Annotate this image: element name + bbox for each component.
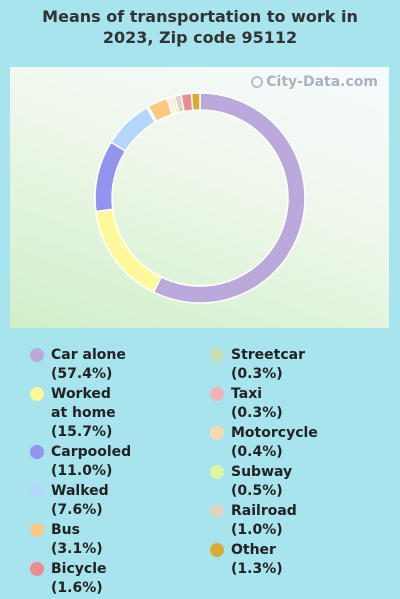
legend-swatch-motorcycle: [210, 426, 224, 440]
legend-swatch-carpooled: [30, 445, 44, 459]
legend-label-walked: Walked (7.6%): [51, 483, 109, 518]
donut-chart: [94, 92, 306, 304]
legend-item-car-alone: Car alone (57.4%): [30, 346, 131, 384]
legend-item-subway: Subway (0.5%): [210, 463, 318, 501]
legend-item-taxi: Taxi (0.3%): [210, 385, 318, 423]
legend-swatch-subway: [210, 465, 224, 479]
magnifier-icon: [251, 76, 264, 88]
legend-item-worked-at-home: Worked at home (15.7%): [30, 385, 131, 442]
legend-label-motorcycle: Motorcycle (0.4%): [231, 425, 318, 460]
donut-slice-worked-at-home: [95, 208, 163, 294]
legend-label-taxi: Taxi (0.3%): [231, 386, 283, 421]
donut-slice-walked: [110, 106, 157, 153]
legend-label-railroad: Railroad (1.0%): [231, 503, 297, 538]
legend-item-bicycle: Bicycle (1.6%): [30, 560, 131, 598]
watermark-text: City-Data.com: [266, 74, 378, 90]
legend-swatch-railroad: [210, 504, 224, 518]
legend-swatch-bicycle: [30, 562, 44, 576]
legend-item-motorcycle: Motorcycle (0.4%): [210, 424, 318, 462]
legend-swatch-other: [210, 543, 224, 557]
legend-label-streetcar: Streetcar (0.3%): [231, 347, 306, 382]
legend-item-railroad: Railroad (1.0%): [210, 502, 318, 540]
legend-item-walked: Walked (7.6%): [30, 482, 131, 520]
legend-column-right: Streetcar (0.3%) Taxi (0.3%) Motorcycle (0…: [210, 346, 318, 580]
legend-item-streetcar: Streetcar (0.3%): [210, 346, 318, 384]
legend-label-carpooled: Carpooled (11.0%): [51, 444, 132, 479]
legend-label-bicycle: Bicycle (1.6%): [51, 561, 107, 596]
donut-slice-car-alone: [152, 92, 306, 304]
legend-swatch-car-alone: [30, 348, 44, 362]
legend-label-bus: Bus (3.1%): [51, 522, 103, 557]
legend-swatch-worked-at-home: [30, 387, 44, 401]
legend-swatch-bus: [30, 523, 44, 537]
legend-column-left: Car alone (57.4%) Worked at home (15.7%) Ca…: [30, 346, 131, 599]
chart-title-line-1: Means of transportation to work in: [42, 7, 358, 26]
legend-item-bus: Bus (3.1%): [30, 521, 131, 559]
legend-label-car-alone: Car alone (57.4%): [51, 347, 126, 382]
legend-item-carpooled: Carpooled (11.0%): [30, 443, 131, 481]
chart-title: Means of transportation to work in 2023,…: [0, 6, 400, 48]
legend-label-other: Other (1.3%): [231, 542, 283, 577]
legend-label-subway: Subway (0.5%): [231, 464, 293, 499]
watermark: City-Data.com: [251, 74, 378, 90]
legend-swatch-taxi: [210, 387, 224, 401]
donut-slice-other: [190, 92, 201, 112]
chart-title-line-2: 2023, Zip code 95112: [102, 28, 298, 47]
legend-swatch-walked: [30, 484, 44, 498]
donut-slice-carpooled: [94, 141, 127, 213]
legend-item-other: Other (1.3%): [210, 541, 318, 579]
legend-swatch-streetcar: [210, 348, 224, 362]
legend-label-worked-at-home: Worked at home (15.7%): [51, 386, 116, 440]
